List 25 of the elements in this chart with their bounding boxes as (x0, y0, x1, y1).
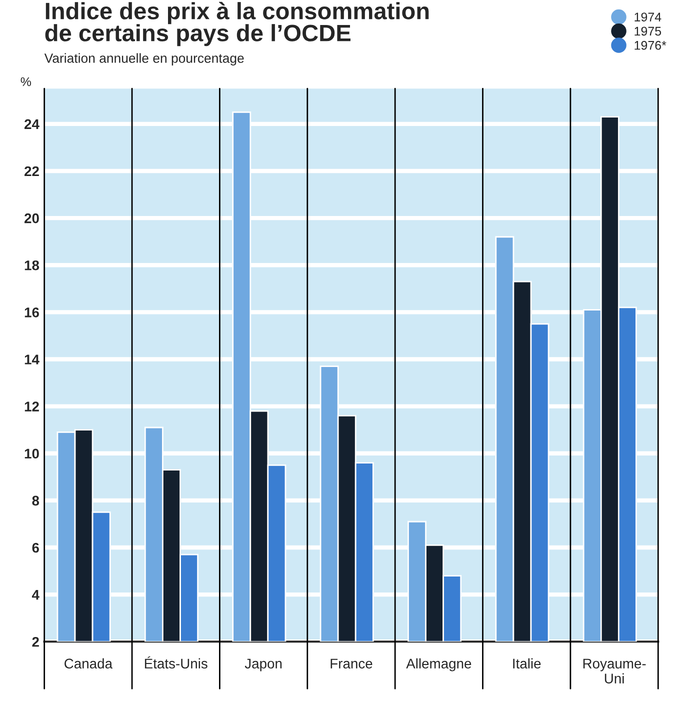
y-tick-label: 10 (24, 448, 39, 459)
y-tick-label: 2 (32, 636, 39, 647)
x-tick-label: Royaume- Uni (583, 658, 646, 684)
legend-label: 1975 (634, 26, 662, 36)
y-tick-label: 14 (24, 354, 40, 364)
x-tick-label: Japon (244, 658, 282, 672)
x-tick-label: France (330, 658, 372, 669)
x-tick-label: Allemagne (406, 658, 472, 672)
y-tick-label: 20 (24, 213, 39, 224)
y-tick-label: 18 (24, 260, 40, 270)
y-tick-label: 6 (32, 542, 39, 553)
x-tick-label: Italie (513, 658, 541, 669)
y-tick-label: 12 (24, 402, 39, 412)
y-tick-label: 8 (32, 496, 40, 506)
legend-label: 1976* (634, 40, 666, 50)
x-tick-label: Canada (64, 658, 112, 669)
chart-title: Indice des prix à la consommation de certains pays de l’OCDE (45, 2, 429, 46)
chart-subtitle: Variation annuelle en pourcentage (44, 53, 244, 66)
y-tick-label: 24 (24, 119, 40, 129)
legend-label: 1974 (634, 12, 662, 22)
y-tick-label: 16 (24, 308, 39, 318)
y-tick-label: 4 (32, 590, 40, 600)
x-tick-label: États-Unis (144, 656, 208, 669)
y-tick-label: 22 (24, 166, 39, 176)
y-axis-title: % (20, 77, 32, 86)
